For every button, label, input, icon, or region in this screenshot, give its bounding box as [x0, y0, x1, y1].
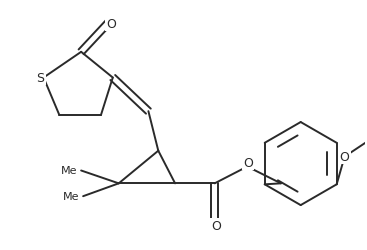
- Text: O: O: [339, 150, 349, 164]
- Text: Me: Me: [61, 166, 77, 176]
- Text: O: O: [106, 18, 116, 30]
- Text: Me: Me: [63, 192, 79, 202]
- Text: S: S: [37, 72, 45, 85]
- Text: O: O: [212, 220, 222, 232]
- Text: O: O: [243, 156, 253, 170]
